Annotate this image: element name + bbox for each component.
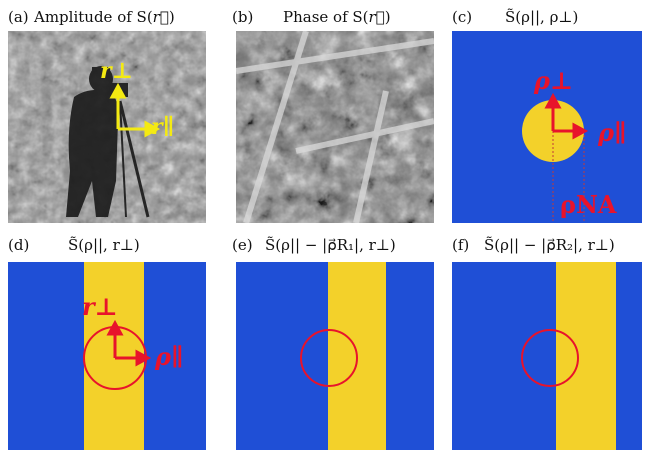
panel-a-amplitude-image [8,31,206,223]
panel-a-label: (a) [8,8,29,26]
panel-b-label: (b) [232,8,254,26]
phase-image [236,31,434,223]
amplitude-image [8,31,206,223]
band-spectrum-d [83,262,152,450]
label-rho-perp-c: ρ⊥ [534,66,573,95]
label-rho-par-c: ρ∥ [598,118,627,147]
panel-d-label: (d) [8,236,30,254]
label-r-par-a: r∥ [151,114,175,140]
road-lines [236,31,434,223]
panel-c-label: (c) [452,8,473,26]
panel-e-title: S̃(ρ|| − |ρ⃗R₁|, r⊥) [265,236,396,254]
panel-e-spectrum [236,262,434,450]
label-rho-na-c: ρNA [560,190,617,219]
panel-c-title: S̃(ρ||, ρ⊥) [505,8,579,26]
panel-d-title: S̃(ρ||, r⊥) [68,236,140,254]
pupil-circle-f [521,329,579,387]
band-spectrum-f [521,262,616,450]
amplitude-axes [109,82,161,138]
panel-f-spectrum [452,262,642,450]
band-axes-d [106,319,152,367]
panel-b-title: Phase of S(r⃗) [283,8,391,26]
panel-e-label: (e) [232,236,253,254]
pupil-circle-e [300,329,358,387]
panel-f-label: (f) [452,236,470,254]
label-rho-par-d: ρ∥ [155,342,184,371]
panel-d-spectrum [8,262,206,450]
band-spectrum-e [300,262,386,450]
yellow-band-f [556,262,616,450]
spectrum-axes [544,92,589,140]
panel-a-title: Amplitude of S(r⃗) [34,8,175,26]
label-r-perp-a: r⊥ [100,58,133,84]
panel-f-title: S̃(ρ|| − |ρ⃗R₂|, r⊥) [484,236,615,254]
panel-c-spectrum [452,31,642,223]
pupil-spectrum [522,92,589,223]
label-r-perp-d: r⊥ [82,292,118,321]
panel-b-phase-image [236,31,434,223]
